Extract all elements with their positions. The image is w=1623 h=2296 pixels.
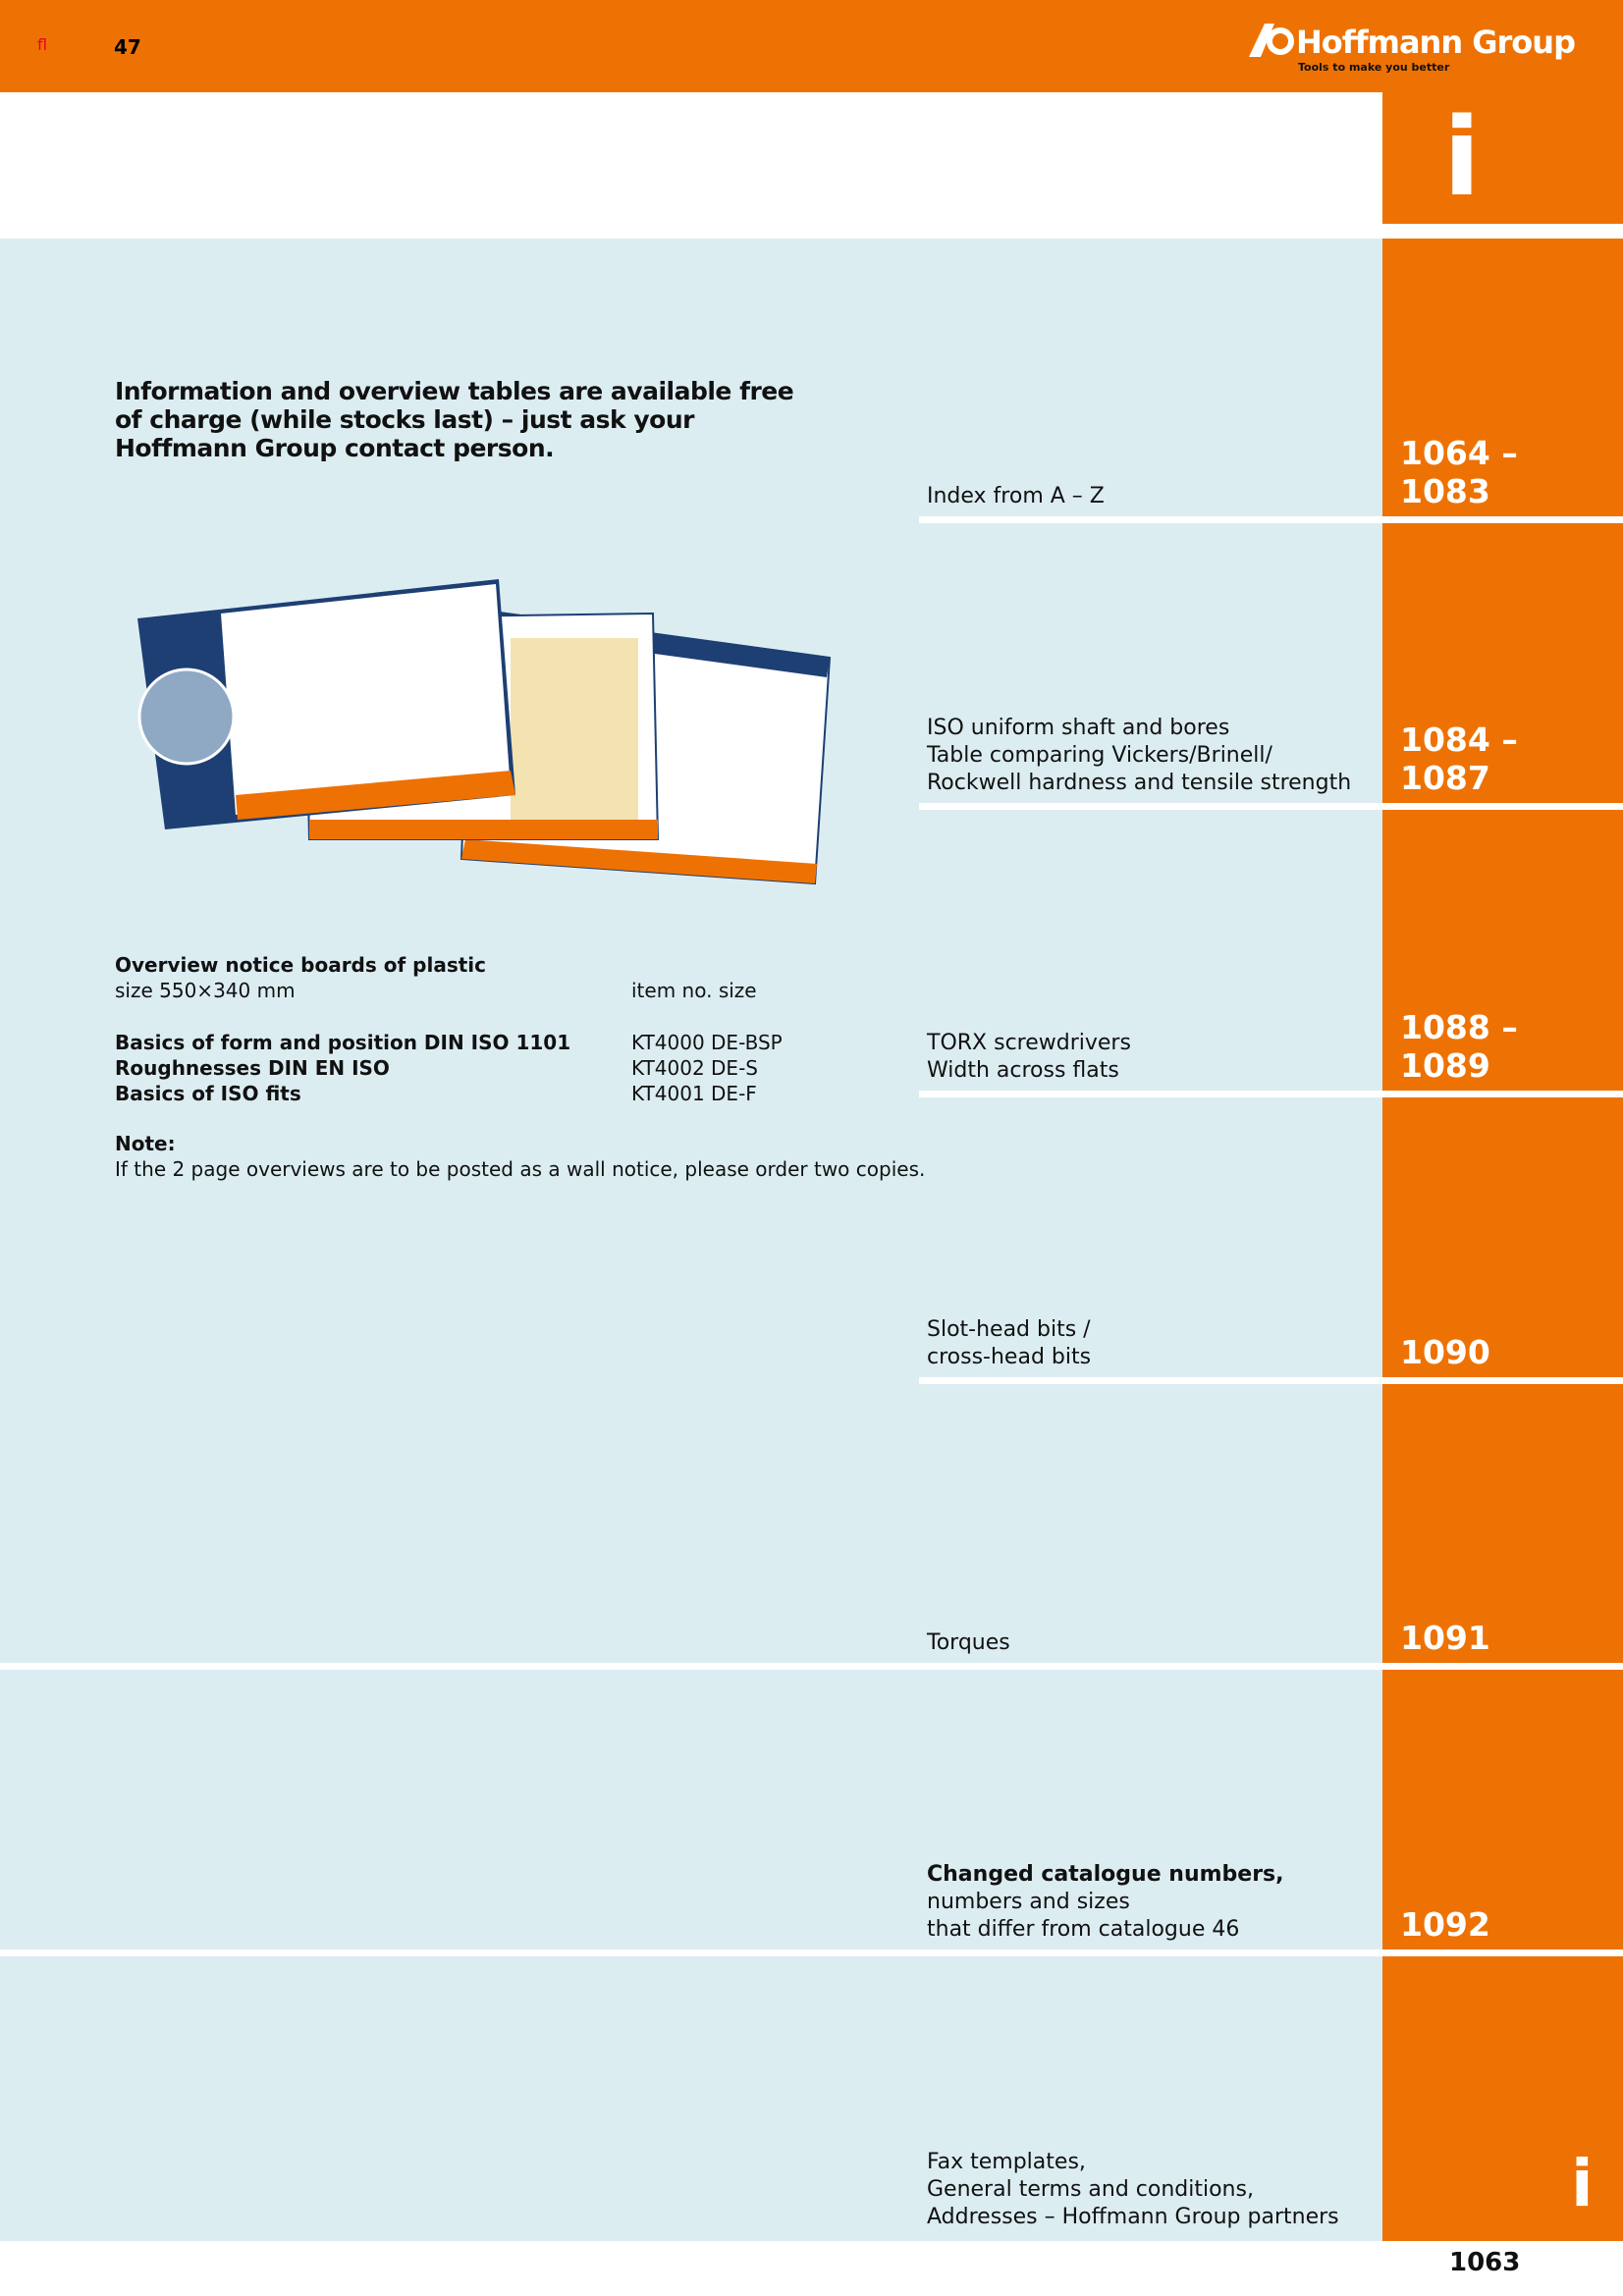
index-lines: Changed catalogue numbers, numbers and si… bbox=[927, 1861, 1284, 1944]
board-name: Roughnesses DIN EN ISO bbox=[115, 1056, 390, 1080]
note-label: Note: bbox=[115, 1132, 176, 1155]
index-lines: Fax templates, General terms and conditio… bbox=[927, 2149, 1339, 2231]
page-range: 1084 –1087 bbox=[1400, 721, 1518, 797]
board-row: Basics of ISO fits KT4001 DE-F bbox=[115, 1081, 802, 1106]
index-pages: 1090 bbox=[1400, 1095, 1616, 1381]
index-line: Fax templates, bbox=[927, 2150, 1086, 2174]
page-number: 1090 bbox=[1400, 1333, 1490, 1371]
page-number: 1084 – bbox=[1400, 721, 1518, 759]
page-range: 1064 –1083 bbox=[1400, 434, 1518, 510]
page-range: 1088 –1089 bbox=[1400, 1008, 1518, 1085]
header-icon: fl bbox=[37, 35, 48, 54]
boards-subtitle: size 550×340 mm bbox=[115, 979, 296, 1002]
brochure-image bbox=[137, 579, 832, 885]
content-bg bbox=[0, 239, 1382, 2241]
page-range: 1091 bbox=[1400, 1619, 1490, 1657]
divider bbox=[919, 1377, 1623, 1384]
footer-box bbox=[1382, 2241, 1538, 2296]
boards-rows: Basics of form and position DIN ISO 1101… bbox=[115, 1030, 802, 1106]
tagline: Tools to make you better bbox=[1298, 61, 1450, 74]
page-number: 1083 bbox=[1400, 472, 1490, 510]
board-name: Basics of form and position DIN ISO 1101 bbox=[115, 1031, 571, 1054]
index-text: ISO uniform shaft and bores Table compari… bbox=[927, 520, 1379, 807]
logo-mark bbox=[1249, 24, 1294, 57]
index-text: Torques bbox=[927, 1381, 1379, 1667]
page-number: 1064 – bbox=[1400, 434, 1518, 472]
board-item: KT4001 DE-F bbox=[631, 1082, 757, 1105]
index-lines: TORX screwdrivers Width across flats bbox=[927, 1030, 1131, 1085]
page-range: 1092 bbox=[1400, 1905, 1490, 1944]
board-row: Basics of form and position DIN ISO 1101… bbox=[115, 1030, 802, 1055]
index-line: ISO uniform shaft and bores bbox=[927, 716, 1230, 740]
index-lines: Torques bbox=[927, 1629, 1010, 1657]
divider bbox=[919, 1091, 1623, 1097]
index-pages: 1084 –1087 bbox=[1400, 520, 1616, 807]
divider bbox=[919, 803, 1623, 810]
index-line: Addresses – Hoffmann Group partners bbox=[927, 2205, 1339, 2229]
intro: Information and overview tables are avai… bbox=[115, 377, 794, 462]
page-number: 1089 bbox=[1400, 1046, 1490, 1085]
index-line: that differ from catalogue 46 bbox=[927, 1917, 1240, 1942]
tab-letter: i bbox=[1443, 94, 1481, 220]
index-text: Index from A – Z bbox=[927, 239, 1379, 520]
index-line: General terms and conditions, bbox=[927, 2177, 1254, 2202]
index-pages: 1092 bbox=[1400, 1667, 1616, 1953]
page-number: 1087 bbox=[1400, 759, 1490, 797]
index-line: Torques bbox=[927, 1630, 1010, 1655]
index-pages: 1091 bbox=[1400, 1381, 1616, 1667]
index-line: TORX screwdrivers bbox=[927, 1031, 1131, 1055]
board-name: Basics of ISO fits bbox=[115, 1082, 301, 1105]
divider bbox=[919, 516, 1623, 523]
note-text: If the 2 page overviews are to be posted… bbox=[115, 1157, 926, 1181]
logo: Hoffmann Group bbox=[1296, 24, 1576, 61]
index-line: Index from A – Z bbox=[927, 484, 1105, 508]
index-text: TORX screwdrivers Width across flats bbox=[927, 807, 1379, 1095]
tab-letter-small: i bbox=[1571, 2146, 1594, 2221]
index-text: Fax templates, General terms and conditio… bbox=[927, 1953, 1379, 2241]
index-line: Table comparing Vickers/Brinell/ bbox=[927, 743, 1272, 768]
column-header: item no. size bbox=[631, 979, 757, 1002]
index-line: Changed catalogue numbers, bbox=[927, 1862, 1284, 1887]
page-number: 1092 bbox=[1400, 1905, 1490, 1944]
page-number: 1091 bbox=[1400, 1619, 1490, 1657]
footer-page-number: 1063 bbox=[1449, 2248, 1521, 2277]
index-lines: ISO uniform shaft and bores Table compari… bbox=[927, 715, 1351, 797]
index-pages: 1064 –1083 bbox=[1400, 239, 1616, 520]
index-lines: Slot-head bits / cross-head bits bbox=[927, 1316, 1091, 1371]
header-page-number: 47 bbox=[114, 35, 141, 59]
board-row: Roughnesses DIN EN ISO KT4002 DE-S bbox=[115, 1055, 802, 1081]
divider bbox=[0, 1663, 1623, 1670]
index-pages: 1088 –1089 bbox=[1400, 807, 1616, 1095]
board-item: KT4000 DE-BSP bbox=[631, 1031, 783, 1054]
header-bar bbox=[0, 0, 1623, 92]
index-line: cross-head bits bbox=[927, 1345, 1092, 1369]
page-range: 1090 bbox=[1400, 1333, 1490, 1371]
index-text: Changed catalogue numbers, numbers and si… bbox=[927, 1667, 1379, 1953]
index-line: Slot-head bits / bbox=[927, 1317, 1091, 1342]
index-line: Rockwell hardness and tensile strength bbox=[927, 771, 1352, 795]
index-lines: Index from A – Z bbox=[927, 483, 1105, 510]
divider bbox=[0, 1949, 1623, 1956]
boards-title: Overview notice boards of plastic bbox=[115, 953, 486, 977]
page-number: 1088 – bbox=[1400, 1008, 1518, 1046]
board-item: KT4002 DE-S bbox=[631, 1056, 758, 1080]
index-line: Width across flats bbox=[927, 1058, 1119, 1083]
tab bbox=[1382, 92, 1623, 224]
index-line: numbers and sizes bbox=[927, 1890, 1130, 1914]
tab-column bbox=[1382, 239, 1623, 2241]
index-text: Slot-head bits / cross-head bits bbox=[927, 1095, 1379, 1381]
